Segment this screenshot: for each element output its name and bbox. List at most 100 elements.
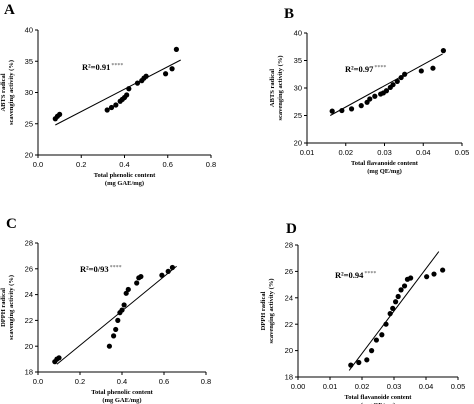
x-tick-label: 0.02: [355, 382, 370, 391]
panel-letter: C: [6, 216, 17, 232]
y-axis-title: ABTS radical: [0, 73, 7, 111]
data-point: [126, 86, 132, 92]
data-point: [165, 268, 171, 274]
x-axis-title: Total phenolic content: [91, 389, 153, 396]
data-point: [162, 71, 169, 77]
data-point: [57, 111, 63, 117]
data-point: [383, 88, 390, 94]
data-point: [123, 290, 129, 296]
data-point: [373, 337, 379, 343]
x-tick-label: 0.04: [416, 148, 431, 157]
x-tick-label: 0.6: [159, 377, 169, 386]
data-point: [390, 82, 396, 88]
x-axis-unit: (mg QE/mg): [361, 402, 395, 404]
y-tick-label: 40: [294, 29, 302, 38]
y-axis-title: ABTS radical: [269, 69, 276, 107]
x-tick-label: 0.05: [451, 382, 466, 391]
y-tick-label: 28: [25, 239, 33, 248]
data-point: [367, 96, 373, 102]
data-point: [104, 107, 110, 113]
y-tick-label: 25: [294, 111, 302, 120]
data-point: [173, 46, 179, 52]
x-tick-label: 0.04: [419, 382, 434, 391]
r-squared-label: R²=0.91: [82, 62, 110, 72]
data-point: [348, 362, 354, 368]
data-point: [138, 273, 144, 280]
data-point: [395, 293, 401, 300]
x-tick-label: 0.8: [201, 377, 211, 386]
y-axis-title-line2: scavenging activity (%): [268, 279, 275, 344]
x-tick-label: 0.2: [76, 160, 86, 169]
significance-stars: ****: [364, 271, 376, 277]
chart-panel-a: 0.0 0.2 0.4 0.6 0.8 20 25 30 35 40 Total phenolic …: [0, 2, 216, 187]
data-point: [398, 74, 404, 81]
x-tick-label: 0.2: [75, 377, 85, 386]
x-tick-label: 0.6: [163, 160, 173, 169]
panel-letter: B: [284, 6, 294, 22]
significance-stars: ****: [110, 265, 122, 271]
x-axis-unit: (mg GAE/mg): [105, 180, 144, 187]
data-point: [121, 302, 127, 308]
y-tick-label: 22: [25, 316, 33, 325]
data-point: [115, 317, 121, 323]
data-point: [398, 287, 404, 293]
x-axis-title: Total phenolic content: [94, 172, 156, 179]
y-tick-label: 20: [294, 139, 302, 148]
data-point: [329, 108, 335, 114]
x-tick-label: 0.0: [33, 377, 43, 386]
data-point: [369, 348, 375, 354]
x-axis-unit: (mg GAE/mg): [102, 397, 141, 404]
significance-stars: ****: [374, 65, 386, 71]
data-point: [134, 80, 141, 86]
data-point: [134, 280, 140, 286]
y-tick-label: 26: [25, 264, 33, 273]
data-point: [387, 311, 393, 317]
y-tick-label: 35: [25, 57, 33, 66]
y-axis-title: DPPH radical: [260, 291, 267, 330]
x-tick-label: 0.00: [291, 382, 306, 391]
y-tick-label: 20: [25, 151, 33, 160]
regression-line: [330, 53, 443, 116]
data-point: [108, 104, 115, 111]
r-squared-label: R²=0.97: [345, 64, 374, 74]
x-tick-label: 0.0: [33, 160, 43, 169]
chart-panel-c: 0.0 0.2 0.4 0.6 0.8 18 20 22 24 26 28 Total phenoli…: [0, 216, 211, 404]
data-point: [113, 102, 119, 108]
data-point: [393, 299, 399, 305]
y-tick-label: 18: [25, 368, 33, 377]
y-axis-title-line2: scavenging activity (%): [8, 60, 15, 125]
y-tick-label: 20: [285, 346, 293, 355]
x-tick-label: 0.4: [119, 160, 129, 169]
data-point: [143, 73, 149, 79]
r-squared-label: R²=0/93: [80, 264, 109, 274]
x-tick-label: 0.05: [455, 148, 470, 157]
data-point: [124, 92, 130, 98]
x-tick-label: 0.02: [338, 148, 353, 157]
r-squared-label: R²=0.94: [335, 270, 364, 280]
y-axis-title: DPPH radical: [0, 288, 7, 327]
y-tick-label: 30: [294, 84, 302, 93]
x-tick-label: 0.4: [117, 377, 127, 386]
data-point: [159, 272, 165, 278]
data-point: [169, 66, 175, 72]
data-point: [111, 333, 117, 339]
chart-panel-b: 0.01 0.02 0.03 0.04 0.05 20 25 30 35 40 Total flav…: [269, 6, 469, 175]
data-point: [408, 275, 414, 281]
y-tick-label: 30: [25, 88, 33, 97]
data-point: [358, 103, 364, 109]
y-tick-label: 20: [25, 342, 33, 351]
data-point: [119, 307, 125, 313]
data-point: [106, 343, 112, 349]
significance-stars: ****: [111, 63, 123, 69]
x-tick-label: 0.03: [377, 148, 392, 157]
data-point: [390, 305, 396, 311]
data-point: [339, 107, 345, 114]
y-tick-label: 24: [25, 290, 33, 299]
panel-letter: A: [4, 2, 15, 18]
data-point: [418, 68, 424, 74]
data-point: [394, 78, 400, 84]
chart-panel-d: 0.00 0.01 0.02 0.03 0.04 0.05 18 20 22 24 26 28 Tota…: [260, 221, 465, 404]
y-tick-label: 26: [285, 267, 293, 276]
data-point: [430, 65, 436, 71]
y-axis-title-line2: scavenging activity (%): [277, 56, 284, 121]
